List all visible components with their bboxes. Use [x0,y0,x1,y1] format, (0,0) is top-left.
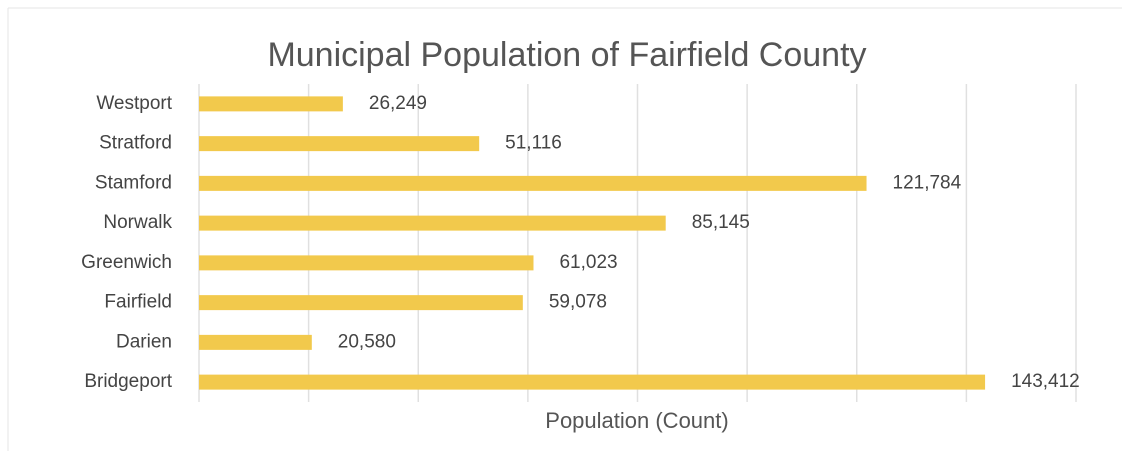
value-label: 143,412 [1011,371,1080,392]
value-label: 121,784 [893,172,962,193]
bar [199,295,523,311]
y-tick-label: Bridgeport [84,371,172,392]
chart-title: Municipal Population of Fairfield County [267,36,866,74]
y-tick-label: Darien [116,331,172,352]
y-tick-label: Stamford [95,172,172,193]
bar [199,334,312,350]
bar [199,255,534,271]
bar [199,374,986,390]
value-label: 51,116 [505,133,562,154]
y-tick-label: Fairfield [104,292,172,313]
y-tick-label: Stratford [99,133,172,154]
value-label: 26,249 [369,93,427,114]
value-label: 20,580 [338,331,396,352]
bar [199,175,867,191]
value-label: 59,078 [549,292,607,313]
bar [199,96,343,112]
y-tick-label: Norwalk [103,212,172,233]
x-axis-label: Population (Count) [545,408,728,433]
bar [199,136,480,152]
bar [199,215,666,231]
y-tick-label: Westport [96,93,172,114]
value-label: 61,023 [559,252,617,273]
y-tick-label: Greenwich [81,252,172,273]
value-label: 85,145 [692,212,750,233]
